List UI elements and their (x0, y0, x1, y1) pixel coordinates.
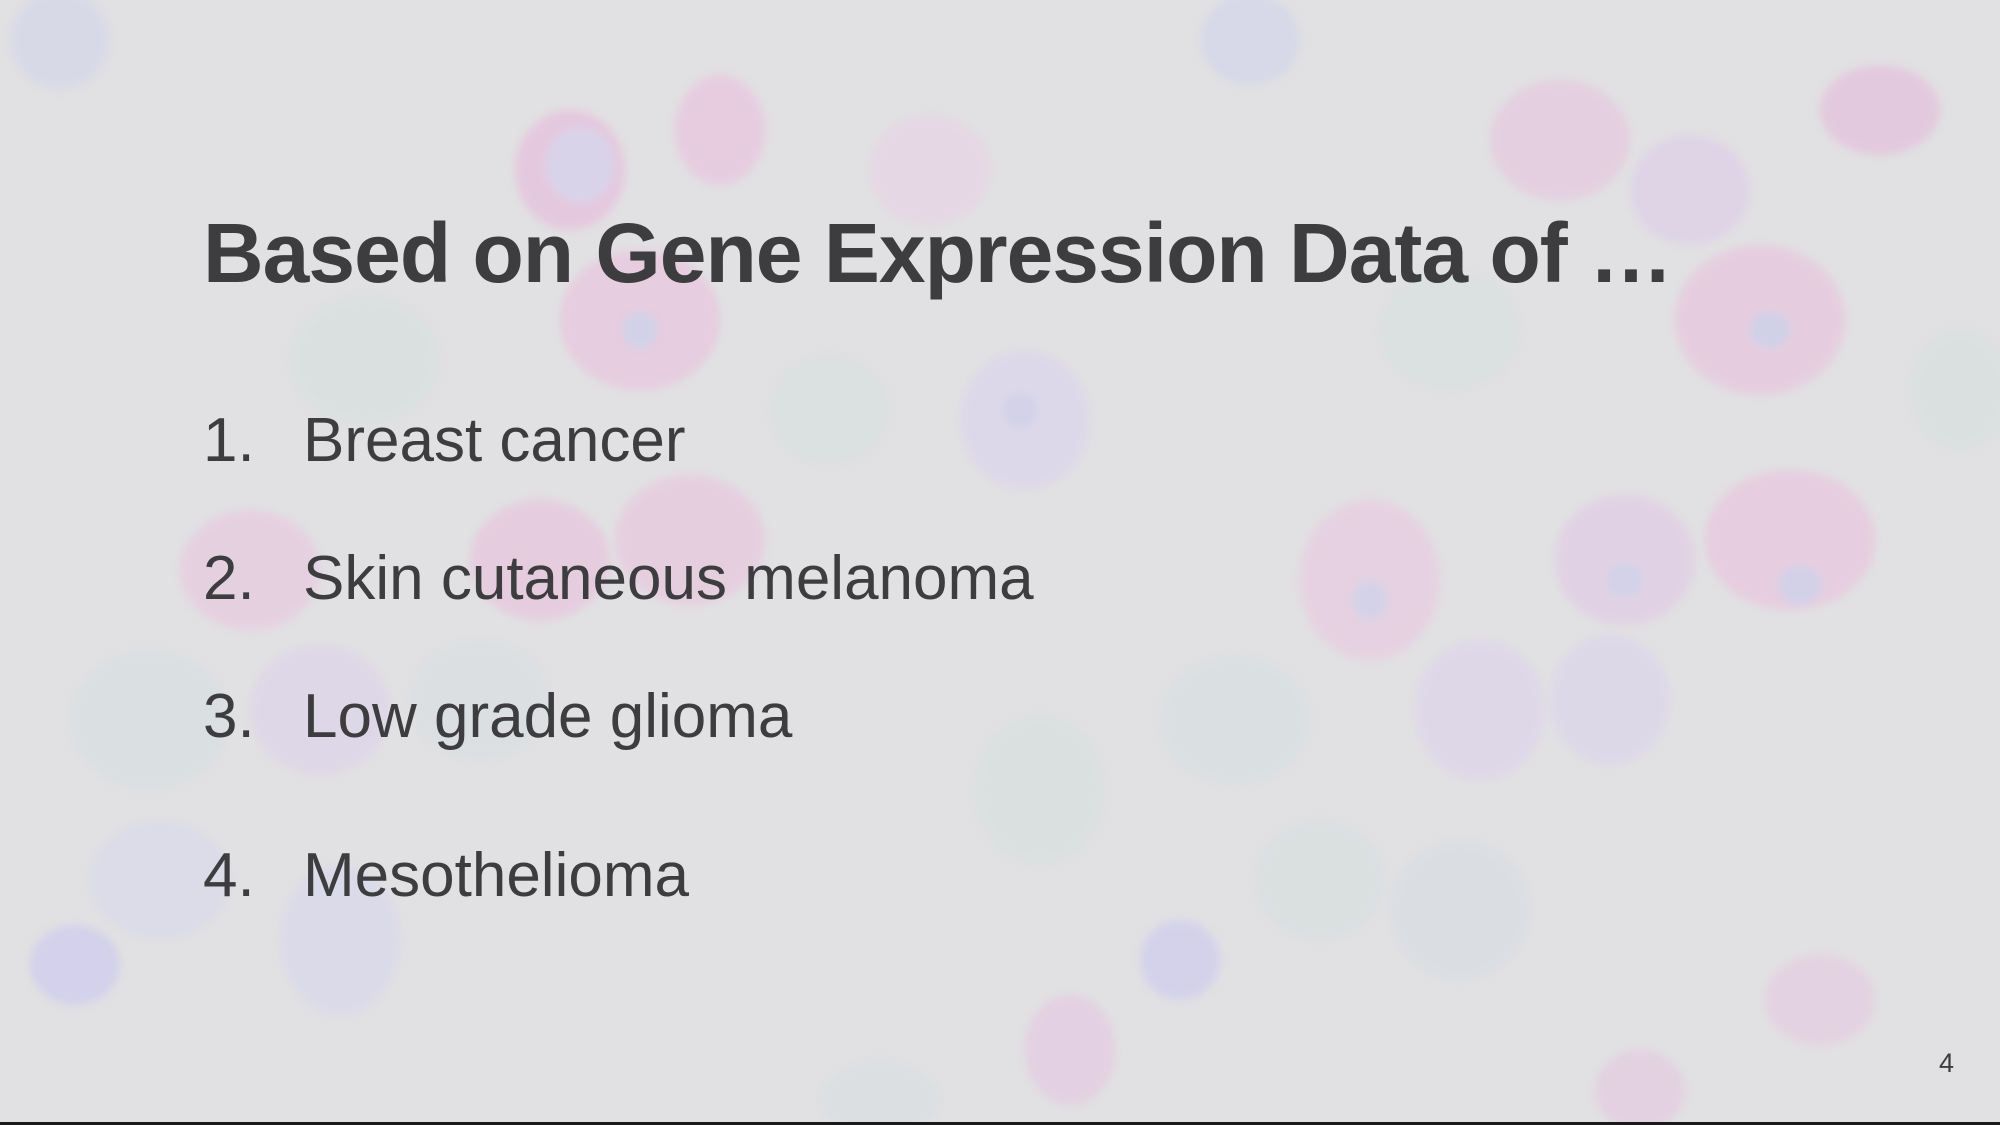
list-item-number: 2. (203, 544, 255, 613)
list-item-label: Low grade glioma (303, 682, 793, 751)
list-item-label: Mesothelioma (303, 841, 689, 910)
bottom-divider (0, 1122, 2000, 1125)
list-item: 4. Mesothelioma (203, 840, 689, 911)
list-item-number: 3. (203, 682, 255, 751)
page-number: 4 (1938, 1048, 1954, 1078)
slide-title: Based on Gene Expression Data of … (203, 206, 1673, 300)
list-item-number: 1. (203, 406, 255, 475)
list-item: 3. Low grade glioma (203, 681, 792, 752)
list-item: 2. Skin cutaneous melanoma (203, 543, 1034, 614)
list-item-number: 4. (203, 841, 255, 910)
list-item: 1. Breast cancer (203, 405, 686, 476)
list-item-label: Breast cancer (303, 406, 686, 475)
list-item-label: Skin cutaneous melanoma (303, 544, 1034, 613)
